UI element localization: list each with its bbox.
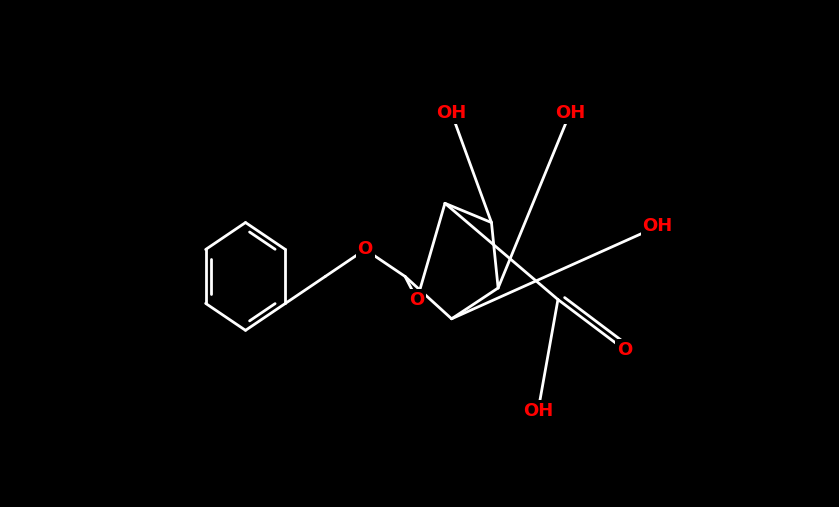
Text: OH: OH [436, 104, 466, 122]
Text: O: O [357, 240, 373, 259]
Text: OH: OH [523, 402, 553, 420]
Text: OH: OH [555, 104, 585, 122]
Text: O: O [617, 341, 632, 358]
Text: O: O [409, 291, 425, 309]
Text: OH: OH [643, 218, 673, 235]
